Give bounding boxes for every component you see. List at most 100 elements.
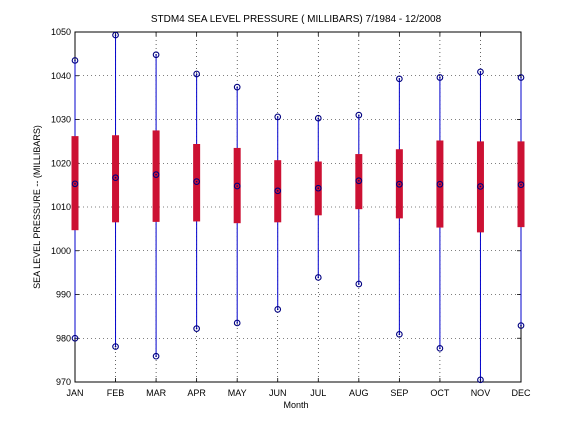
x-tick-label: NOV [471, 388, 491, 398]
min-marker-dot-nov [479, 379, 482, 381]
x-tick-label: JUL [310, 388, 326, 398]
mean-marker-apr [193, 178, 200, 185]
x-tick-label: MAY [228, 388, 247, 398]
x-tick-label: APR [187, 388, 206, 398]
x-tick-label: SEP [390, 388, 408, 398]
mean-marker-dot-jul [317, 187, 320, 189]
mean-marker-dot-mar [155, 173, 157, 176]
min-marker-dot-jul [317, 276, 320, 279]
min-marker-feb [112, 343, 119, 350]
mean-marker-may [233, 182, 241, 190]
y-tick-label: 1030 [51, 115, 71, 125]
mean-marker-dot-oct [439, 183, 441, 186]
min-marker-dot-aug [358, 283, 360, 285]
mean-marker-oct [436, 180, 444, 188]
min-marker-dot-feb [114, 345, 117, 348]
min-marker-dec [517, 322, 525, 329]
x-tick-label: DEC [511, 388, 531, 398]
max-marker-dot-jul [317, 117, 320, 119]
min-marker-dot-may [236, 322, 238, 324]
max-marker-aug [355, 111, 363, 119]
min-marker-sep [396, 330, 403, 338]
x-tick-label: FEB [107, 388, 125, 398]
max-marker-dec [517, 74, 525, 81]
x-tick-label: JUN [269, 388, 287, 398]
x-axis-label: Month [283, 400, 308, 410]
y-tick-label: 1000 [51, 246, 71, 256]
max-marker-apr [193, 70, 200, 78]
max-marker-jun [274, 113, 282, 121]
max-marker-dot-feb [114, 34, 117, 36]
min-marker-dot-apr [195, 327, 198, 330]
mean-marker-dot-jun [276, 190, 279, 192]
min-marker-jun [274, 306, 282, 313]
min-marker-dot-jan [74, 337, 76, 340]
mean-marker-feb [112, 174, 119, 182]
max-marker-dot-oct [439, 76, 441, 79]
mean-marker-aug [355, 177, 363, 185]
max-marker-feb [112, 31, 119, 39]
mean-marker-dot-nov [479, 185, 482, 188]
mean-marker-nov [477, 183, 484, 190]
mean-marker-dot-may [236, 185, 238, 187]
x-tick-label: OCT [430, 388, 450, 398]
max-marker-dot-sep [398, 78, 401, 80]
plot-area: 970 980 990 1000 1010 1020 1030 1040 1050 JAN FEB M… [51, 27, 531, 398]
iqr-box-feb [112, 135, 120, 223]
min-marker-nov [477, 376, 484, 384]
max-marker-dot-aug [358, 114, 360, 116]
iqr-box-mar [152, 130, 160, 222]
x-tick-label: AUG [349, 388, 369, 398]
mean-marker-sep [396, 180, 403, 188]
max-marker-mar [152, 51, 160, 59]
max-marker-sep [396, 75, 403, 83]
max-marker-oct [436, 74, 444, 81]
y-tick-label: 990 [56, 290, 71, 300]
min-marker-oct [436, 344, 444, 352]
mean-marker-jul [314, 184, 322, 192]
min-marker-aug [355, 280, 363, 288]
max-marker-dot-jan [74, 59, 76, 62]
chart-title: STDM4 SEA LEVEL PRESSURE ( MILLIBARS) 7/… [151, 14, 442, 25]
iqr-box-apr [193, 144, 201, 222]
min-marker-jan [71, 334, 79, 342]
mean-marker-mar [152, 171, 160, 178]
iqr-box-aug [355, 154, 363, 210]
y-tick-label: 1040 [51, 71, 71, 81]
mean-marker-dot-jan [74, 183, 76, 185]
mean-marker-dot-apr [195, 180, 198, 183]
max-marker-dot-may [236, 86, 238, 88]
min-marker-apr [193, 325, 200, 332]
max-marker-dot-mar [155, 53, 157, 56]
min-marker-may [233, 319, 241, 327]
max-marker-jan [71, 57, 79, 64]
x-tick-label: JAN [66, 388, 83, 398]
max-marker-jul [314, 114, 322, 122]
y-tick-label: 980 [56, 333, 71, 343]
y-tick-label: 1010 [51, 202, 71, 212]
mean-marker-jun [274, 187, 282, 195]
y-tick-label: 1020 [51, 158, 71, 168]
x-tick-label: MAR [146, 388, 167, 398]
mean-marker-dot-dec [520, 183, 522, 186]
mean-marker-dot-sep [398, 183, 401, 186]
y-tick-label: 1050 [51, 27, 71, 37]
max-marker-dot-jun [276, 116, 279, 118]
max-marker-may [233, 83, 241, 91]
min-marker-dot-mar [155, 355, 157, 357]
max-marker-dot-nov [479, 71, 482, 73]
y-tick-label: 970 [56, 377, 71, 387]
mean-marker-dot-feb [114, 176, 117, 179]
min-marker-mar [152, 352, 160, 360]
min-marker-dot-oct [439, 347, 441, 350]
mean-marker-dot-aug [358, 179, 360, 182]
plot-frame [74, 31, 522, 383]
mean-marker-dec [517, 181, 525, 189]
mean-marker-jan [71, 180, 79, 188]
max-marker-nov [477, 68, 484, 76]
max-marker-dot-apr [195, 73, 198, 75]
min-marker-dot-sep [398, 333, 401, 336]
max-marker-dot-dec [520, 76, 522, 79]
